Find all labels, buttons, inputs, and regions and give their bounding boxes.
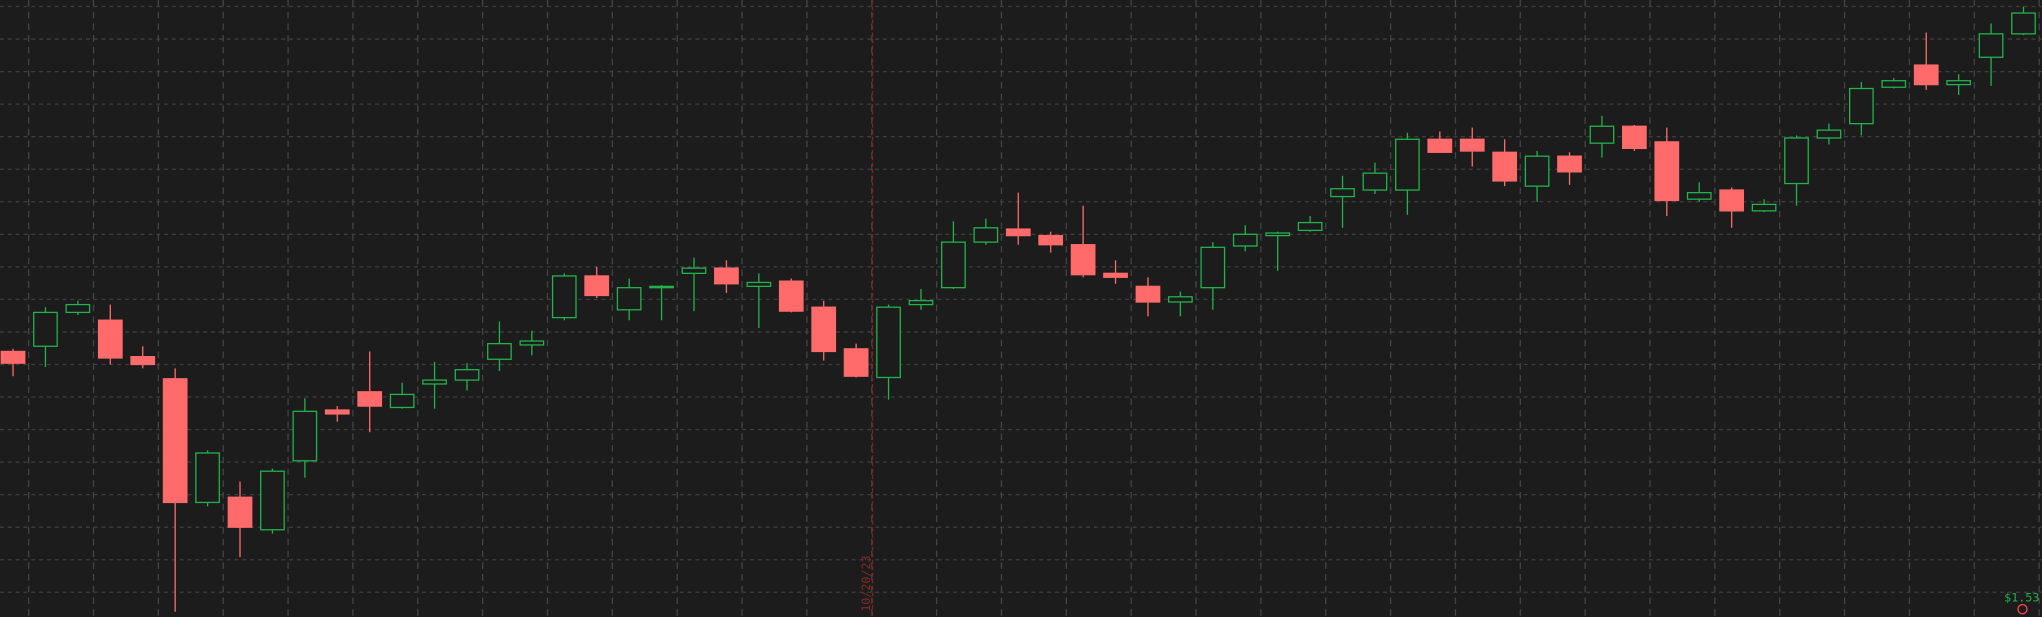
candle-body (1589, 125, 1615, 144)
candle-body (1459, 138, 1485, 152)
candle-body (1622, 125, 1647, 150)
candle-body (1103, 272, 1128, 278)
candle-body (97, 319, 123, 359)
candle-body (357, 391, 383, 407)
candle-body (2011, 12, 2036, 35)
candle-body (162, 378, 188, 504)
candle-body (0, 350, 26, 364)
candle-body (33, 311, 58, 347)
candle-body (260, 470, 285, 531)
candle-body (616, 287, 642, 311)
price-icon (2017, 603, 2028, 615)
candle-body (584, 275, 610, 297)
candle-body (649, 285, 674, 289)
candle-body (714, 267, 739, 285)
candle-body (1913, 64, 1939, 86)
candle-body (1362, 172, 1388, 191)
candle-body (973, 227, 999, 243)
candle-body (1751, 203, 1777, 212)
candle-body (1946, 80, 1972, 86)
candle-body (1816, 129, 1842, 139)
candle-body (1654, 141, 1680, 202)
candle-body (1848, 87, 1874, 125)
candle-body (1135, 285, 1161, 303)
candle-body (227, 496, 253, 528)
candle-body (422, 379, 447, 385)
candle-body (1395, 138, 1420, 191)
candle-body (130, 356, 156, 366)
candle-body (389, 393, 415, 409)
candle-body (1978, 33, 2004, 58)
candle-body (487, 342, 512, 360)
candle-body (1784, 137, 1809, 185)
candle-body (519, 340, 545, 346)
candle-body (876, 306, 901, 379)
candle-body (65, 303, 91, 314)
candle-body (324, 409, 350, 415)
candle-body (1070, 244, 1096, 276)
marker-label: 10/20/23 (859, 555, 873, 611)
candle-body (778, 280, 804, 312)
candle-body (681, 267, 707, 275)
candle-body (1005, 228, 1031, 237)
candle-body (1719, 189, 1745, 212)
candle-body (195, 452, 220, 504)
candle-body (1200, 246, 1226, 289)
candle-body (1297, 221, 1323, 232)
price-label: $1.53 (2004, 590, 2039, 604)
candle-body (1168, 296, 1193, 303)
candle-body (811, 306, 837, 353)
candle-body (1038, 234, 1064, 246)
candle-body (1557, 155, 1582, 173)
candle-body (292, 410, 318, 462)
candle-body (1686, 191, 1712, 200)
candle-body (908, 300, 934, 306)
candle-body (1265, 232, 1291, 237)
candle-body (1330, 188, 1355, 198)
candle-body (1232, 233, 1258, 247)
candle-body (1881, 80, 1907, 88)
candle-body (941, 241, 966, 289)
candle-body (1427, 138, 1453, 153)
candle-body (454, 369, 480, 381)
candle-body (1524, 155, 1550, 187)
candle-body (1492, 151, 1518, 182)
candle-body (746, 281, 772, 288)
candle-body (843, 348, 869, 377)
candle-body (551, 275, 577, 319)
